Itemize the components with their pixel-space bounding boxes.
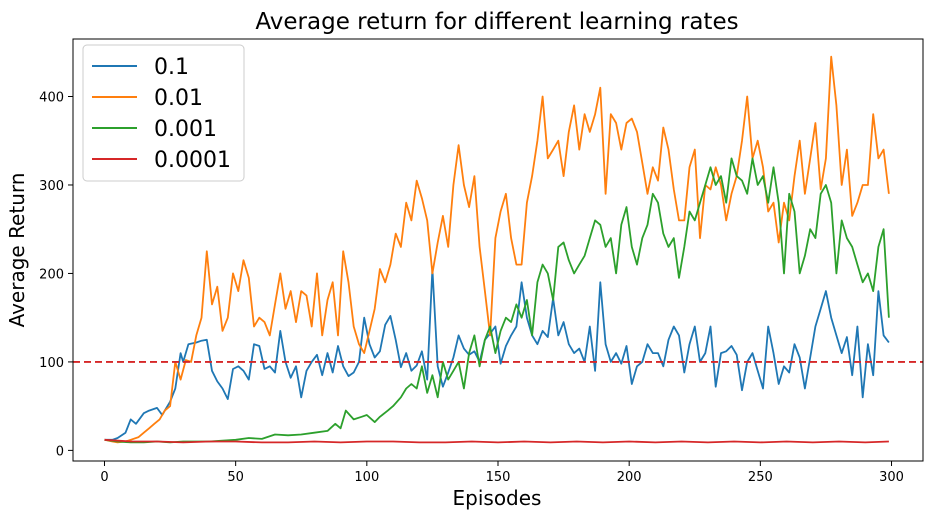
x-tick-label: 300: [879, 470, 904, 485]
series-line-3: [104, 438, 889, 444]
legend-label-3: 0.0001: [154, 148, 231, 173]
series-line-2: [104, 157, 890, 444]
series-line-1: [104, 55, 890, 444]
y-tick-label: 300: [39, 179, 64, 194]
y-tick-label: 100: [39, 356, 64, 371]
legend-label-2: 0.001: [154, 117, 217, 142]
x-tick-label: 250: [748, 470, 773, 485]
axes: 0 50 100 150 200 250 300 0 100 200 300 400: [39, 91, 904, 485]
series-line-0: [104, 268, 890, 441]
x-tick-label: 100: [354, 470, 379, 485]
x-tick-label: 0: [100, 470, 108, 485]
legend: 0.1 0.01 0.001 0.0001: [82, 44, 245, 182]
x-tick-label: 50: [227, 470, 244, 485]
x-axis-title: Episodes: [453, 486, 542, 510]
legend-box: [82, 44, 245, 182]
plot-area: [73, 55, 923, 444]
y-tick-label: 400: [39, 91, 64, 106]
y-tick-label: 200: [39, 267, 64, 282]
legend-label-0: 0.1: [154, 55, 189, 80]
legend-label-1: 0.01: [154, 86, 203, 111]
y-tick-label: 0: [56, 444, 64, 459]
chart-title: Average return for different learning ra…: [255, 9, 738, 35]
y-axis-title: Average Return: [5, 173, 29, 328]
x-tick-label: 150: [486, 470, 511, 485]
x-tick-label: 200: [617, 470, 642, 485]
